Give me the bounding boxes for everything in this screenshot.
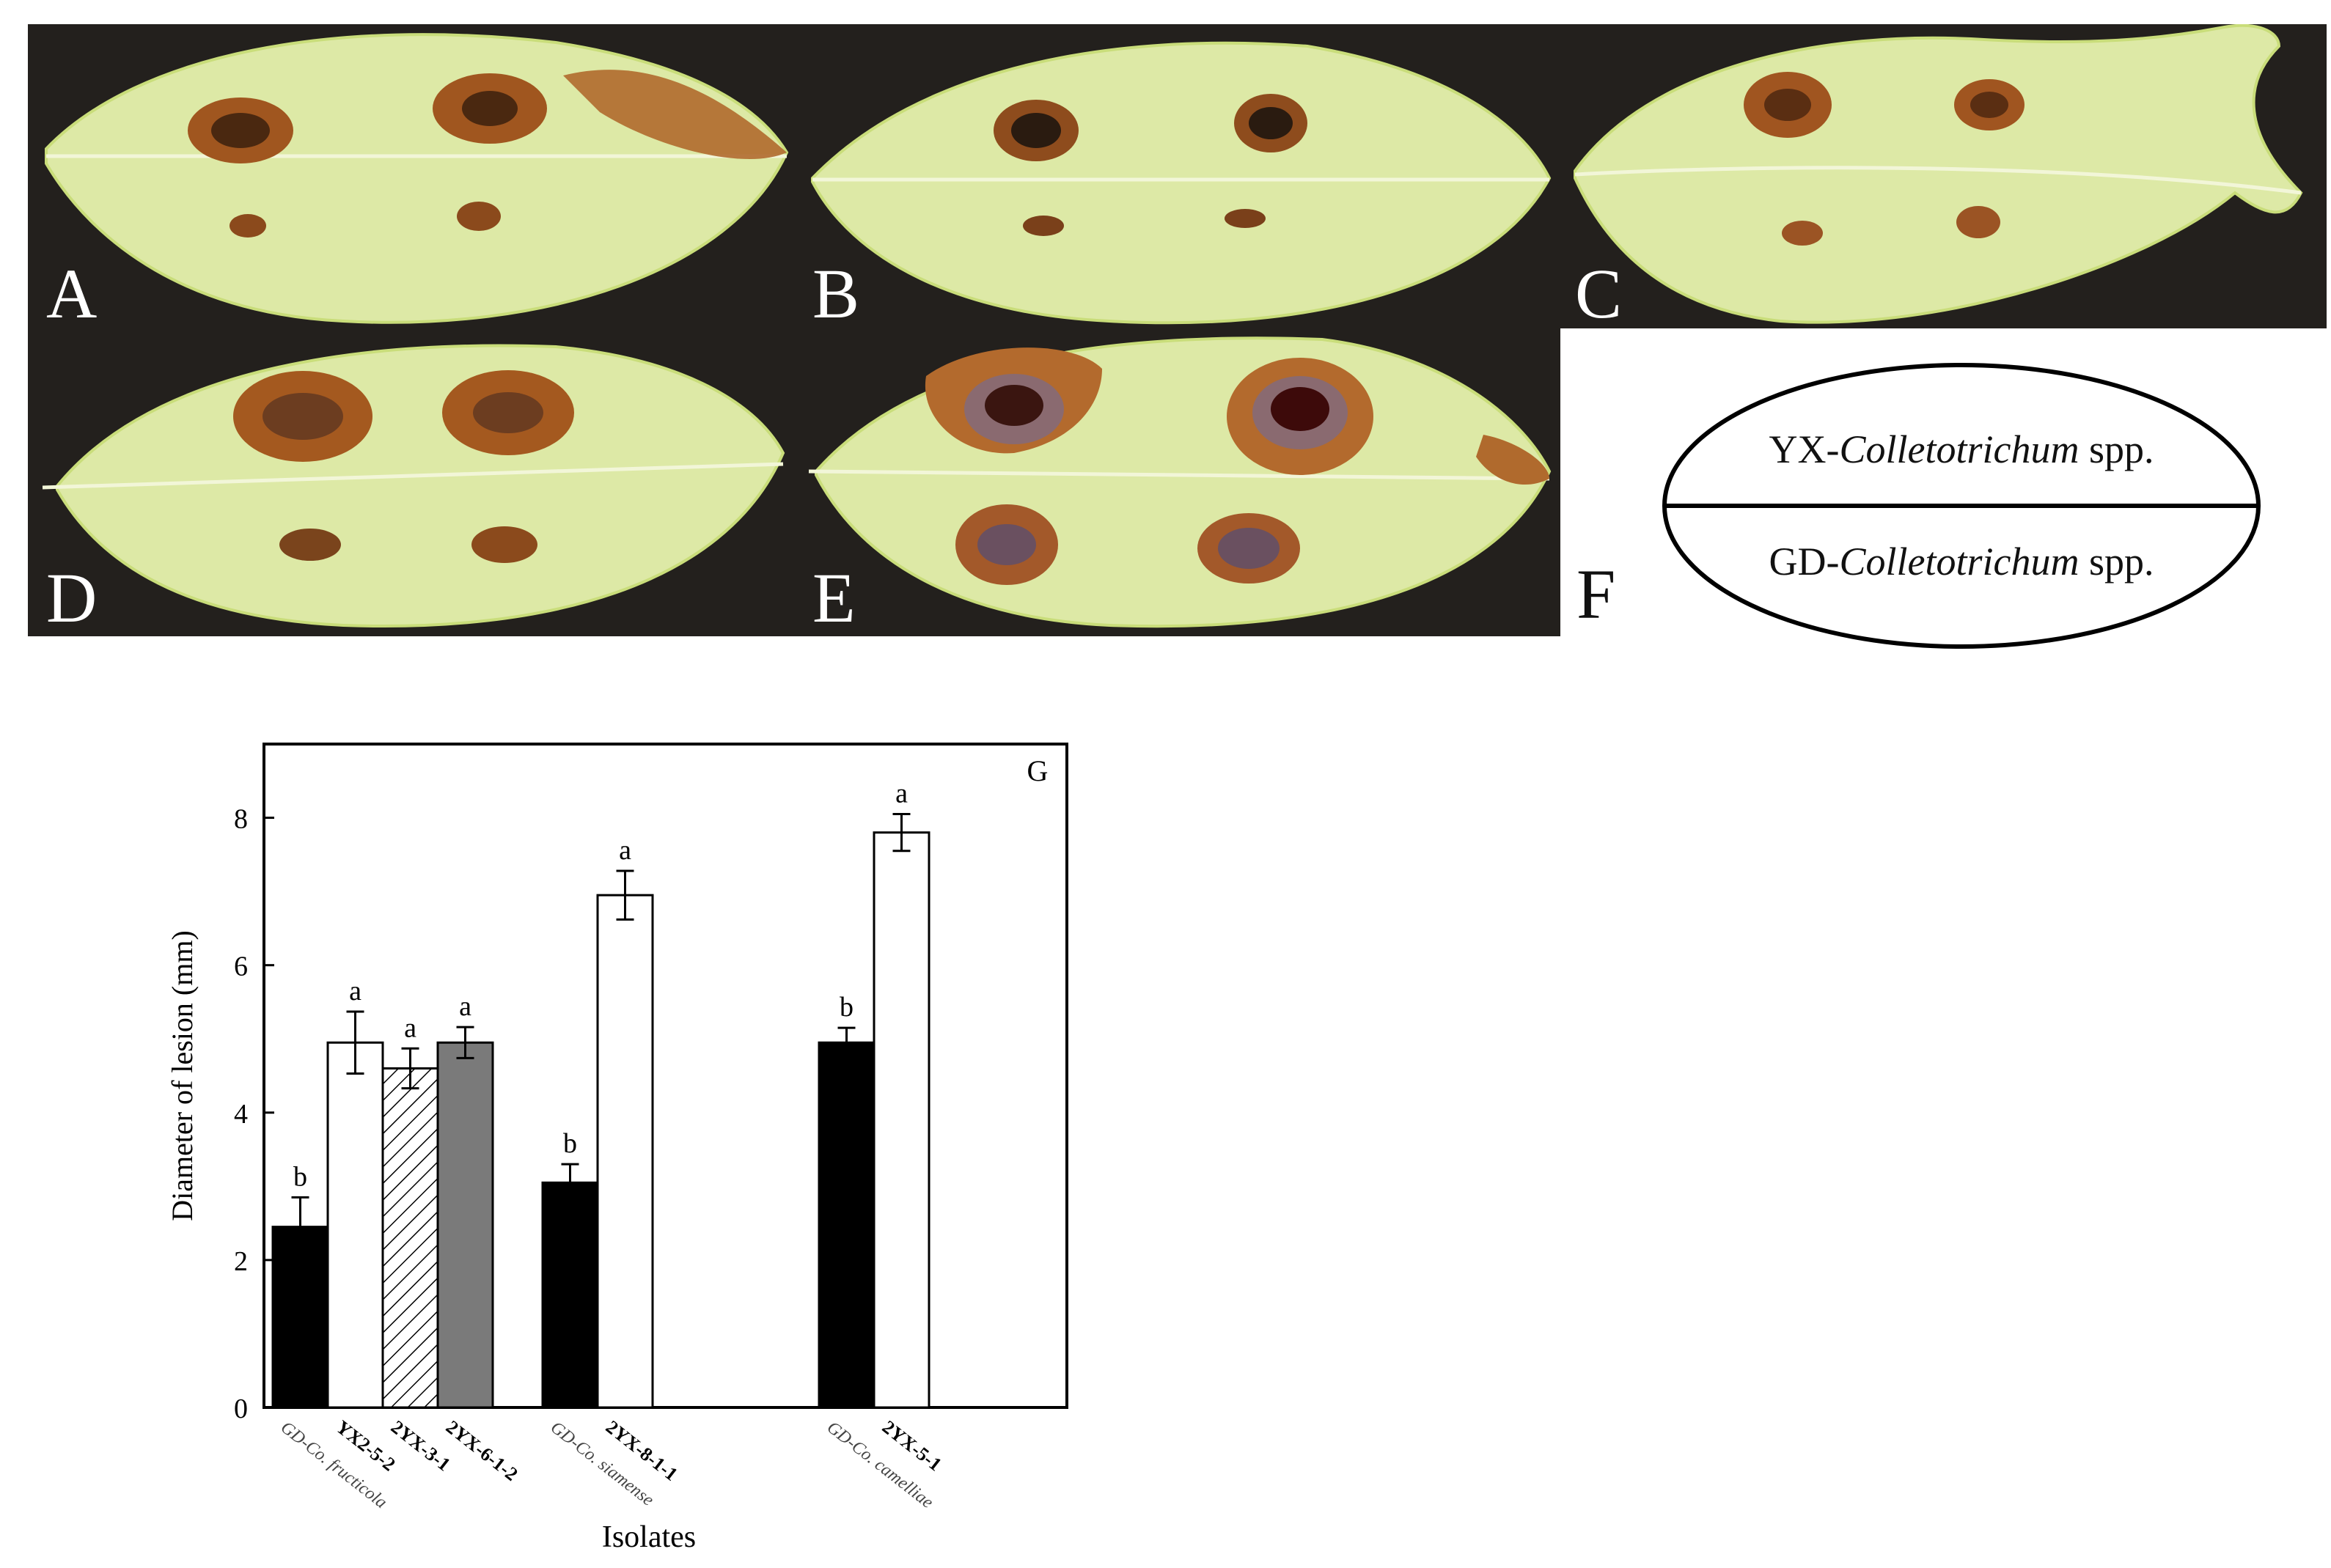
schematic-top-label: YX-Colletotrichum spp. bbox=[1769, 427, 2154, 471]
panel-label-B: B bbox=[812, 254, 860, 325]
panel-label-G: G bbox=[1027, 754, 1049, 787]
leaf-photo-C: C bbox=[1560, 24, 2327, 328]
leaf-photo-E: E bbox=[794, 325, 1560, 636]
significance-letter: a bbox=[459, 991, 471, 1022]
bar bbox=[541, 1181, 599, 1409]
x-category-label: 2YX-6-1-2 bbox=[442, 1416, 522, 1485]
panel-label-A: A bbox=[46, 254, 98, 325]
significance-letter: a bbox=[349, 976, 361, 1006]
bar bbox=[381, 1067, 439, 1409]
panel-label-C: C bbox=[1575, 254, 1623, 329]
significance-letter: b bbox=[563, 1128, 577, 1159]
leaf-photo-A: A bbox=[28, 24, 794, 325]
bar bbox=[596, 894, 654, 1409]
bar bbox=[436, 1041, 494, 1409]
y-axis-label: Diameter of lesion (mm) bbox=[166, 930, 199, 1221]
significance-letter: b bbox=[840, 992, 854, 1023]
x-category-label: 2YX-3-1 bbox=[387, 1416, 455, 1476]
y-tick-label: 6 bbox=[234, 952, 248, 982]
inoculation-schematic: YX-Colletotrichum spp. GD-Colletotrichum… bbox=[1657, 359, 2266, 652]
panel-label-D: D bbox=[46, 559, 98, 636]
x-axis-label: Isolates bbox=[602, 1520, 696, 1554]
significance-letter: b bbox=[293, 1161, 307, 1192]
panel-label-E: E bbox=[812, 559, 856, 636]
significance-letter: a bbox=[404, 1012, 416, 1043]
bar bbox=[873, 831, 930, 1409]
y-tick-label: 4 bbox=[234, 1099, 248, 1130]
bar bbox=[818, 1041, 875, 1409]
y-tick-label: 2 bbox=[234, 1246, 248, 1277]
y-tick-label: 0 bbox=[234, 1394, 248, 1424]
bar bbox=[326, 1041, 384, 1409]
significance-letter: a bbox=[619, 835, 631, 866]
schematic-bottom-label: GD-Colletotrichum spp. bbox=[1769, 540, 2154, 584]
y-tick-label: 8 bbox=[234, 804, 248, 835]
leaf-photo-B: B bbox=[794, 24, 1560, 325]
significance-letter: a bbox=[895, 779, 908, 809]
panel-label-F: F bbox=[1576, 555, 1616, 633]
plot-frame bbox=[263, 743, 1068, 1409]
leaf-photo-D: D bbox=[28, 325, 794, 636]
